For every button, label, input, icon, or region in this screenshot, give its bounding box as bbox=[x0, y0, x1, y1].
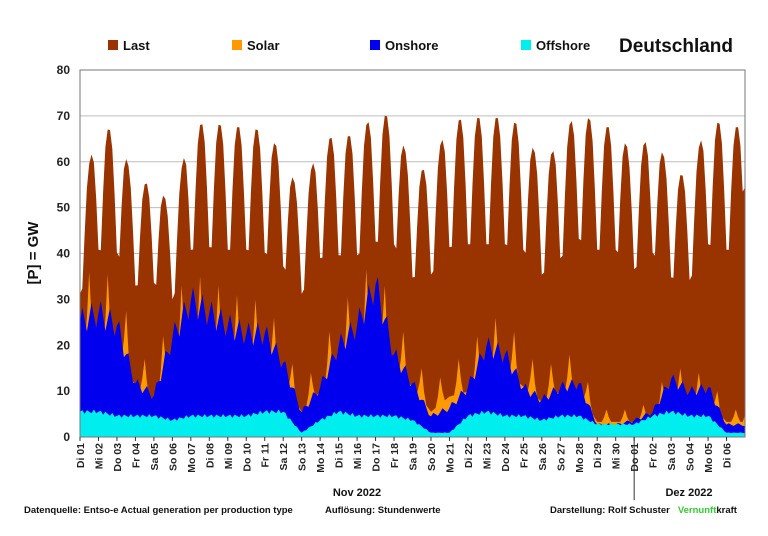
footer-brand-1: Vernunft bbox=[678, 505, 717, 516]
x-tick-label: Sa 03 bbox=[666, 443, 678, 471]
x-tick-label: So 13 bbox=[297, 443, 309, 471]
legend-label-last: Last bbox=[123, 38, 150, 53]
month-label-nov: Nov 2022 bbox=[333, 487, 381, 499]
y-tick-label: 10 bbox=[57, 384, 71, 398]
month-label-dez: Dez 2022 bbox=[665, 487, 712, 499]
x-tick-label: So 06 bbox=[167, 443, 179, 471]
footer-brand-2: kraft bbox=[716, 505, 737, 516]
x-tick-label: Sa 12 bbox=[278, 443, 290, 471]
x-tick-label: Sa 26 bbox=[537, 443, 549, 471]
y-tick-label: 70 bbox=[57, 109, 71, 123]
y-tick-label: 50 bbox=[57, 201, 71, 215]
x-tick-label: Mo 05 bbox=[703, 443, 715, 473]
x-tick-label: Mo 14 bbox=[315, 443, 327, 473]
x-tick-label: So 04 bbox=[685, 443, 697, 471]
x-tick-label: Do 01 bbox=[629, 443, 641, 472]
legend-swatch-solar bbox=[232, 40, 242, 50]
x-tick-label: Sa 19 bbox=[408, 443, 420, 471]
x-tick-label: Mi 23 bbox=[481, 443, 493, 469]
x-tick-label: Fr 18 bbox=[389, 443, 401, 468]
x-tick-label: Mi 16 bbox=[352, 443, 364, 469]
x-tick-label: Mi 02 bbox=[94, 443, 106, 469]
x-tick-label: Do 03 bbox=[112, 443, 124, 472]
y-tick-label: 20 bbox=[57, 338, 71, 352]
x-tick-label: Di 15 bbox=[334, 443, 346, 468]
x-tick-label: Sa 05 bbox=[149, 443, 161, 471]
y-tick-label: 0 bbox=[63, 430, 70, 444]
legend-label-onshore: Onshore bbox=[385, 38, 438, 53]
legend-swatch-last bbox=[108, 40, 118, 50]
legend-label-solar: Solar bbox=[247, 38, 280, 53]
y-tick-label: 30 bbox=[57, 292, 71, 306]
legend-swatch-onshore bbox=[370, 40, 380, 50]
x-tick-label: Mi 30 bbox=[611, 443, 623, 469]
y-tick-label: 40 bbox=[57, 247, 71, 261]
footer-resolution: Auflösung: Stundenwerte bbox=[325, 505, 441, 516]
x-tick-label: Do 10 bbox=[241, 443, 253, 472]
x-tick-label: Fr 04 bbox=[130, 443, 142, 468]
x-tick-label: So 27 bbox=[555, 443, 567, 471]
x-tick-label: Di 06 bbox=[722, 443, 734, 468]
footer-author: Darstellung: Rolf Schuster bbox=[550, 505, 670, 516]
area-onshore bbox=[80, 277, 745, 437]
x-tick-label: Mo 21 bbox=[444, 443, 456, 473]
y-tick-label: 80 bbox=[57, 63, 71, 77]
x-tick-label: Di 22 bbox=[463, 443, 475, 468]
x-tick-label: Fr 02 bbox=[648, 443, 660, 468]
chart-title: Deutschland bbox=[619, 36, 733, 57]
legend-label-offshore: Offshore bbox=[536, 38, 590, 53]
x-tick-label: Di 08 bbox=[204, 443, 216, 468]
area-series bbox=[80, 115, 745, 438]
footer-credit: Darstellung: Rolf Schuster Vernunftkraft bbox=[550, 505, 738, 516]
area-offshore bbox=[80, 409, 745, 437]
axes: 0 10 20 30 40 50 60 70 80 Di 01 Mi 02 Do 03 Fr 04 Sa … bbox=[57, 63, 746, 500]
y-tick-label: 60 bbox=[57, 155, 71, 169]
x-tick-label: Mo 28 bbox=[574, 443, 586, 473]
y-axis-label: [P] = GW bbox=[25, 221, 42, 285]
x-tick-label: Fr 25 bbox=[518, 443, 530, 468]
x-tick-label: Di 01 bbox=[75, 443, 87, 468]
x-tick-label: Mi 09 bbox=[223, 443, 235, 469]
footer-source: Datenquelle: Entso-e Actual generation p… bbox=[24, 505, 293, 516]
x-tick-label: Fr 11 bbox=[260, 443, 272, 468]
x-tick-label: Di 29 bbox=[592, 443, 604, 468]
legend-swatch-offshore bbox=[521, 40, 531, 50]
legend: Last Solar Onshore Offshore bbox=[108, 38, 590, 53]
x-tick-label: Do 24 bbox=[500, 443, 512, 472]
x-tick-label: Mo 07 bbox=[186, 443, 198, 473]
x-tick-label: Do 17 bbox=[371, 443, 383, 472]
x-tick-label: So 20 bbox=[426, 443, 438, 471]
